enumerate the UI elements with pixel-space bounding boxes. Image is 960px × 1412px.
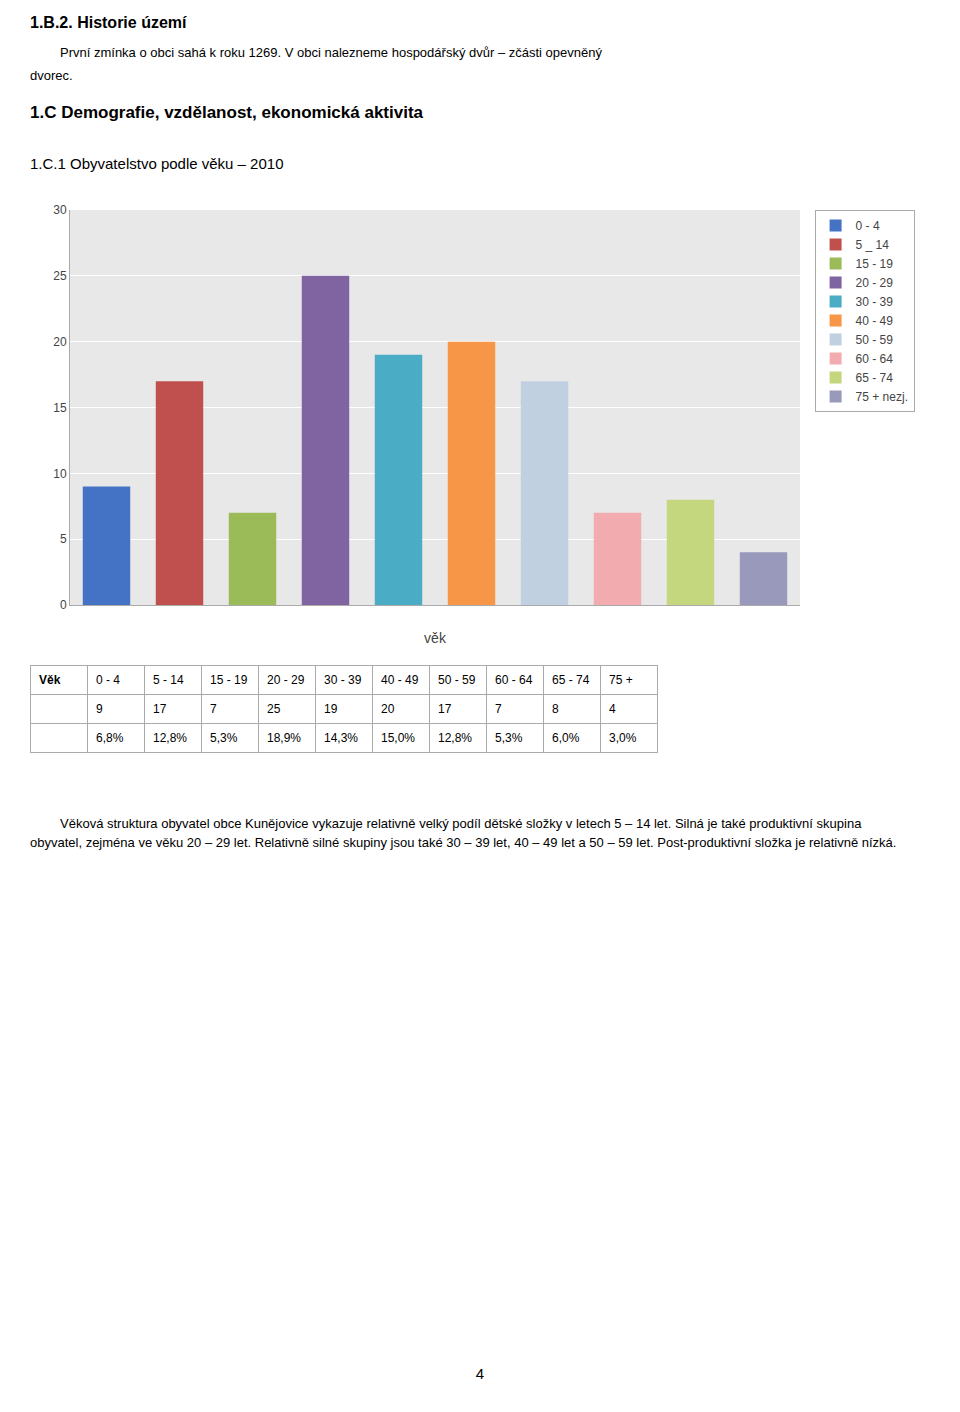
html-text:18,9%: 18,9% [267, 731, 301, 745]
svg-text:0 - 4: 0 - 4 [856, 219, 880, 233]
html-text:14,3%: 14,3% [324, 731, 358, 745]
svg-text:5 _ 14: 5 _ 14 [856, 238, 890, 252]
html-text:1.C Demografie, vzdělanost, ek: 1.C Demografie, vzdělanost, ekonomická a… [30, 103, 423, 122]
svg-text:75 + nezj.: 75 + nezj. [856, 390, 908, 404]
svg-text:30: 30 [53, 203, 67, 217]
html-text:5,3%: 5,3% [210, 731, 238, 745]
svg-text:15 - 19: 15 - 19 [856, 257, 894, 271]
html-text:Věková struktura obyvatel obce: Věková struktura obyvatel obce Kunějovic… [30, 816, 897, 850]
html-text:12,8%: 12,8% [438, 731, 472, 745]
html-text:60 - 64: 60 - 64 [495, 673, 533, 687]
html-text:6,0%: 6,0% [552, 731, 580, 745]
svg-text:65 - 74: 65 - 74 [856, 371, 894, 385]
html-text:75 +: 75 + [609, 673, 633, 687]
html-text:15,0%: 15,0% [381, 731, 415, 745]
html-text:4: 4 [475, 1365, 485, 1382]
html-text:19: 19 [324, 702, 338, 716]
svg-text:10: 10 [53, 467, 67, 481]
html-text:12,8%: 12,8% [153, 731, 187, 745]
html-text:dvorec.: dvorec. [30, 68, 73, 83]
html-text:5,3%: 5,3% [495, 731, 523, 745]
html-text:40 - 49: 40 - 49 [381, 673, 419, 687]
html-text:20 - 29: 20 - 29 [267, 673, 305, 687]
html-text:První zmínka o obci sahá k rok: První zmínka o obci sahá k roku 1269. V … [60, 45, 602, 60]
html-text:1.B.2. Historie území: 1.B.2. Historie území [30, 14, 187, 31]
html-text:20: 20 [381, 702, 395, 716]
svg-text:25: 25 [53, 269, 67, 283]
html-text:17: 17 [153, 702, 167, 716]
svg-text:20: 20 [53, 335, 67, 349]
html-text:15 - 19: 15 - 19 [210, 673, 248, 687]
html-text:17: 17 [438, 702, 452, 716]
svg-text:15: 15 [53, 401, 67, 415]
html-text:6,8%: 6,8% [96, 731, 124, 745]
html-text:65 - 74: 65 - 74 [552, 673, 590, 687]
html-text:8: 8 [552, 702, 559, 716]
svg-text:20 - 29: 20 - 29 [856, 276, 894, 290]
html-text:25: 25 [267, 702, 281, 716]
html-text:0 - 4: 0 - 4 [96, 673, 120, 687]
html-text:Věk: Věk [39, 673, 61, 687]
html-text:7: 7 [495, 702, 502, 716]
svg-text:50 - 59: 50 - 59 [856, 333, 894, 347]
svg-text:0: 0 [60, 598, 67, 612]
svg-text:věk: věk [424, 630, 447, 646]
html-text:9: 9 [96, 702, 103, 716]
html-text:50 - 59: 50 - 59 [438, 673, 476, 687]
html-text:1.C.1 Obyvatelstvo podle věku: 1.C.1 Obyvatelstvo podle věku – 2010 [30, 155, 284, 172]
svg-text:60 - 64: 60 - 64 [856, 352, 894, 366]
svg-text:30 - 39: 30 - 39 [856, 295, 894, 309]
svg-text:5: 5 [60, 532, 67, 546]
html-text:4: 4 [609, 702, 616, 716]
html-text:5 - 14: 5 - 14 [153, 673, 184, 687]
html-text:7: 7 [210, 702, 217, 716]
html-text:3,0%: 3,0% [609, 731, 637, 745]
html-text:30 - 39: 30 - 39 [324, 673, 362, 687]
svg-text:40 - 49: 40 - 49 [856, 314, 894, 328]
